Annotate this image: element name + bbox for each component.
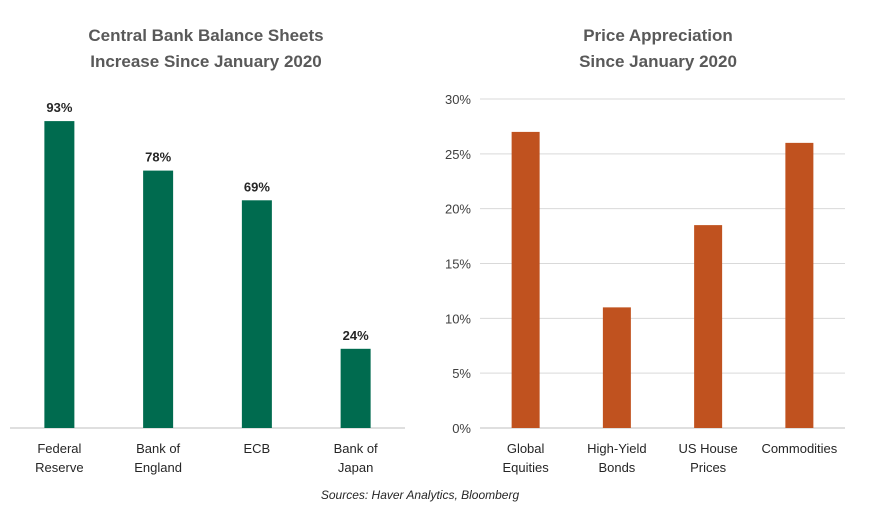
central-bank-balance-sheets-chart: Central Bank Balance Sheets Increase Sin… bbox=[10, 26, 405, 475]
price-appreciation-chart: Price Appreciation Since January 2020 0%… bbox=[445, 26, 845, 475]
right-y-tick-label: 10% bbox=[445, 311, 471, 326]
right-y-tick-label: 15% bbox=[445, 257, 471, 272]
right-category-label: Commodities bbox=[761, 441, 837, 456]
right-bar bbox=[785, 142, 814, 428]
right-bar bbox=[511, 131, 540, 428]
right-category-label: Bonds bbox=[598, 460, 635, 475]
right-y-tick-label: 20% bbox=[445, 202, 471, 217]
right-chart-title-line-1: Price Appreciation bbox=[583, 26, 733, 45]
right-y-tick-label: 0% bbox=[452, 421, 471, 436]
left-category-label: Reserve bbox=[35, 460, 83, 475]
right-bar bbox=[694, 225, 723, 428]
left-data-label: 78% bbox=[145, 150, 171, 165]
right-category-label: Equities bbox=[503, 460, 550, 475]
right-bar bbox=[602, 307, 631, 428]
right-category-label: High-Yield bbox=[587, 441, 647, 456]
left-category-label: Federal bbox=[37, 441, 81, 456]
source-note: Sources: Haver Analytics, Bloomberg bbox=[321, 488, 520, 502]
left-category-label: Bank of bbox=[136, 441, 180, 456]
left-bar bbox=[44, 121, 75, 428]
left-bar bbox=[143, 170, 174, 428]
left-data-label: 69% bbox=[244, 179, 270, 194]
left-bar bbox=[340, 348, 371, 428]
left-category-label: England bbox=[134, 460, 182, 475]
right-category-label: Prices bbox=[690, 460, 727, 475]
right-y-tick-label: 5% bbox=[452, 366, 471, 381]
left-category-label: Bank of bbox=[334, 441, 378, 456]
left-chart-title-line-2: Increase Since January 2020 bbox=[90, 52, 322, 71]
right-chart-title-line-2: Since January 2020 bbox=[579, 52, 737, 71]
left-data-label: 24% bbox=[343, 328, 369, 343]
right-category-label: US House bbox=[679, 441, 738, 456]
left-bar bbox=[241, 200, 272, 428]
left-chart-title-line-1: Central Bank Balance Sheets bbox=[88, 26, 323, 45]
right-y-tick-label: 25% bbox=[445, 147, 471, 162]
left-category-label: ECB bbox=[244, 441, 271, 456]
left-category-label: Japan bbox=[338, 460, 373, 475]
left-data-label: 93% bbox=[46, 100, 72, 115]
right-y-tick-label: 30% bbox=[445, 92, 471, 107]
right-category-label: Global bbox=[507, 441, 545, 456]
